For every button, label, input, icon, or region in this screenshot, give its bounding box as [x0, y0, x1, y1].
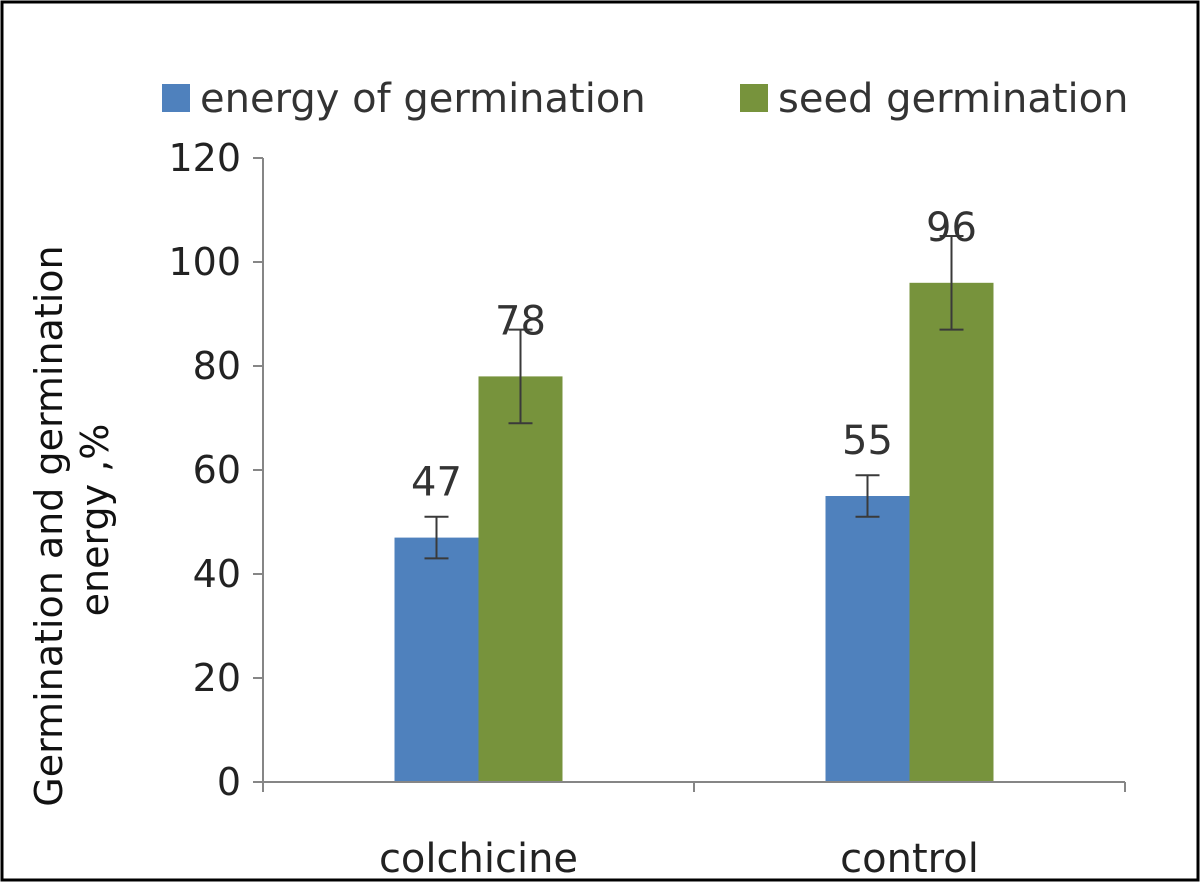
y-axis-label-line-2: energy ,%: [73, 424, 117, 617]
bar-energy-of-germination-colchicine: [394, 537, 479, 782]
y-tick-label: 40: [193, 552, 241, 596]
y-tick-label: 20: [193, 656, 241, 700]
x-category-label: colchicine: [379, 836, 578, 882]
data-label: 55: [842, 418, 893, 464]
x-category-label: control: [840, 836, 979, 882]
bar-seed-germination-colchicine: [478, 376, 563, 782]
legend-label-seed-germination: seed germination: [778, 76, 1128, 122]
legend-swatch-seed-germination: [740, 84, 768, 112]
y-tick-label: 100: [168, 240, 241, 284]
bar-energy-of-germination-control: [825, 496, 910, 782]
legend-label-energy-of-germination: energy of germination: [200, 76, 646, 122]
y-tick-label: 120: [168, 136, 241, 180]
data-label: 47: [411, 460, 462, 506]
legend-swatch-energy-of-germination: [162, 84, 190, 112]
y-axis-label-line-1: Germination and germination: [27, 245, 71, 806]
x-axis: colchicine control: [262, 781, 1126, 882]
data-label: 78: [495, 298, 546, 344]
y-tick-label: 60: [193, 448, 241, 492]
y-tick-label: 0: [217, 760, 241, 804]
legend: energy of germination seed germination: [162, 76, 1128, 122]
bar-seed-germination-control: [909, 282, 994, 782]
y-tick-label: 80: [193, 344, 241, 388]
bars: 47 78 55 96: [394, 205, 994, 782]
y-axis-label: Germination and germination energy ,%: [27, 233, 117, 806]
y-axis: 0 20 40 60 80 100 120: [168, 136, 264, 804]
data-label: 96: [926, 205, 977, 251]
